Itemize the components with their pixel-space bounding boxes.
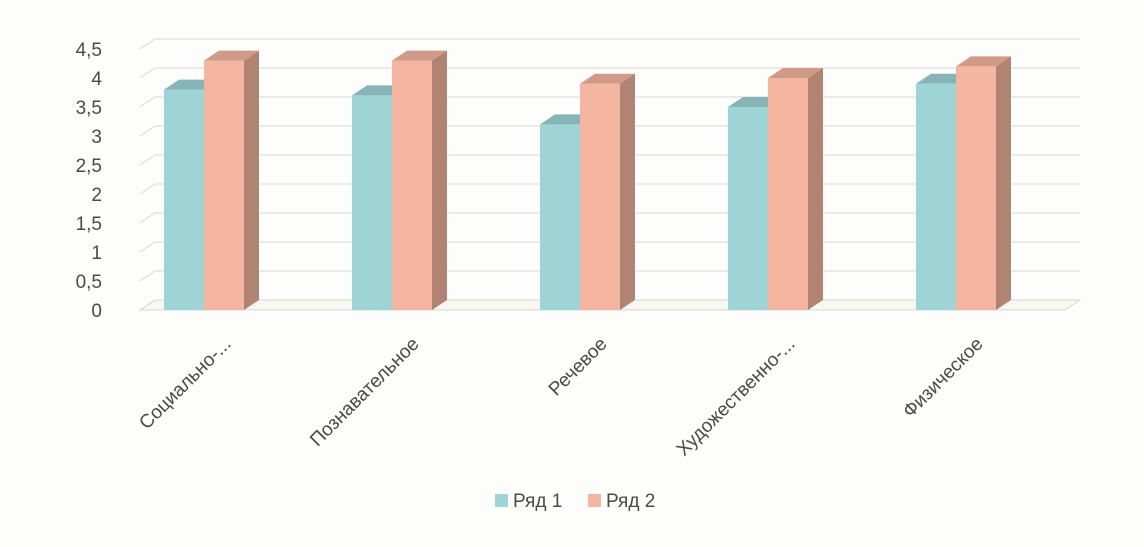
x-tick-label: Речевое — [545, 334, 612, 401]
legend-item: Ряд 2 — [588, 491, 655, 512]
bar-front-face — [392, 60, 432, 310]
bars — [164, 50, 1011, 311]
gridline — [139, 67, 1080, 79]
x-tick-label: Художественно-... — [673, 334, 800, 461]
x-tick-label: Социально-... — [135, 334, 235, 434]
bar-front-face — [580, 83, 620, 310]
bar-top-face — [768, 68, 823, 78]
x-tick-label: Познавательное — [306, 334, 423, 451]
bar-side-face — [432, 50, 447, 310]
bar-top-face — [580, 73, 635, 84]
y-axis-ticks: 0 0,5 1 1,5 2 2,5 3 3,5 4 4,5 — [76, 40, 103, 322]
bar-front-face — [916, 83, 956, 310]
y-tick-label: 1 — [91, 243, 102, 264]
y-tick-label: 2 — [91, 185, 102, 206]
legend-item: Ряд 1 — [495, 491, 562, 512]
bar-top-face — [956, 56, 1011, 67]
y-tick-label: 3 — [91, 127, 102, 148]
bar-front-face — [204, 60, 244, 310]
y-tick-label: 4 — [91, 69, 102, 90]
bar-side-face — [996, 56, 1011, 311]
legend: Ряд 1 Ряд 2 — [495, 491, 655, 512]
bar-2 — [204, 50, 259, 310]
bar-2 — [768, 68, 823, 310]
x-tick-label: Физическое — [899, 334, 987, 422]
bar-front-face — [164, 89, 204, 310]
bar-top-face — [204, 50, 259, 61]
y-tick-label: 0 — [91, 301, 102, 322]
bar-front-face — [352, 95, 392, 311]
y-tick-label: 1,5 — [76, 214, 102, 235]
gridline — [139, 38, 1080, 50]
bar-side-face — [620, 73, 635, 310]
legend-label: Ряд 2 — [606, 491, 655, 512]
bar-front-face — [956, 66, 996, 311]
bar-side-face — [244, 50, 259, 310]
bar-front-face — [768, 78, 808, 310]
bar-2 — [392, 50, 447, 310]
bar-2 — [956, 56, 1011, 311]
bar-side-face — [808, 68, 823, 310]
y-tick-label: 0,5 — [76, 272, 102, 293]
bar-front-face — [540, 124, 580, 311]
y-tick-label: 2,5 — [76, 156, 102, 177]
legend-swatch — [495, 494, 508, 507]
bar-top-face — [392, 50, 447, 61]
y-tick-label: 3,5 — [76, 98, 102, 119]
bar-front-face — [728, 107, 768, 310]
y-tick-label: 4,5 — [76, 40, 102, 61]
legend-swatch — [588, 494, 601, 507]
x-axis-labels: Социально-... Познавательное Речевое Художе… — [135, 334, 987, 461]
legend-label: Ряд 1 — [513, 491, 562, 512]
bar-2 — [580, 73, 635, 310]
